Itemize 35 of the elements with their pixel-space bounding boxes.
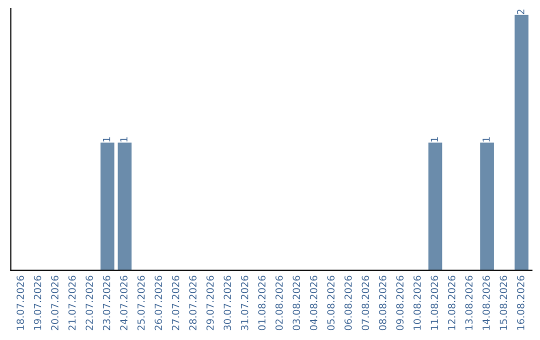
- data-label: 1: [430, 137, 438, 142]
- x-tick-label: 03.08.2026: [292, 276, 300, 330]
- x-tick-label: 26.07.2026: [154, 276, 162, 330]
- x-tick-label: 09.08.2026: [396, 276, 404, 330]
- x-tick-label: 29.07.2026: [206, 276, 214, 330]
- data-label: 1: [120, 137, 128, 142]
- x-tick-label: 21.07.2026: [68, 276, 76, 330]
- x-tick-label: 08.08.2026: [378, 276, 386, 330]
- x-tick-label: 19.07.2026: [34, 276, 42, 330]
- x-tick-label: 27.07.2026: [172, 276, 180, 330]
- x-tick-label: 10.08.2026: [413, 276, 421, 330]
- x-tick-label: 28.07.2026: [189, 276, 197, 330]
- data-label: 1: [103, 137, 110, 142]
- x-tick-label: 18.07.2026: [16, 276, 24, 330]
- x-tick-label: 20.07.2026: [51, 276, 58, 330]
- x-tick-label: 22.07.2026: [86, 276, 93, 330]
- x-tick-label: 16.08.2026: [517, 276, 524, 330]
- x-tick-label: 24.07.2026: [120, 276, 128, 330]
- x-tick-label: 02.08.2026: [275, 276, 283, 330]
- x-tick-label: 06.08.2026: [344, 276, 352, 330]
- x-tick-label: 13.08.2026: [465, 276, 473, 330]
- x-tick-label: 31.07.2026: [240, 276, 248, 330]
- data-label: 1: [482, 137, 490, 142]
- x-tick-label: 01.08.2026: [258, 276, 266, 330]
- x-tick-label: 12.08.2026: [448, 276, 456, 330]
- x-tick-label: 14.08.2026: [482, 276, 490, 330]
- x-tick-label: 07.08.2026: [362, 276, 370, 330]
- x-tick-label: 23.07.2026: [102, 276, 110, 330]
- x-tick-label: 05.08.2026: [327, 276, 335, 330]
- x-tick-label: 11.08.2026: [430, 276, 438, 330]
- x-tick-label: 30.07.2026: [224, 276, 232, 330]
- x-tick-label: 25.07.2026: [137, 276, 145, 330]
- x-tick-label: 04.08.2026: [310, 276, 318, 330]
- x-tick-label: 15.08.2026: [500, 276, 508, 330]
- data-label: 2: [517, 10, 524, 14]
